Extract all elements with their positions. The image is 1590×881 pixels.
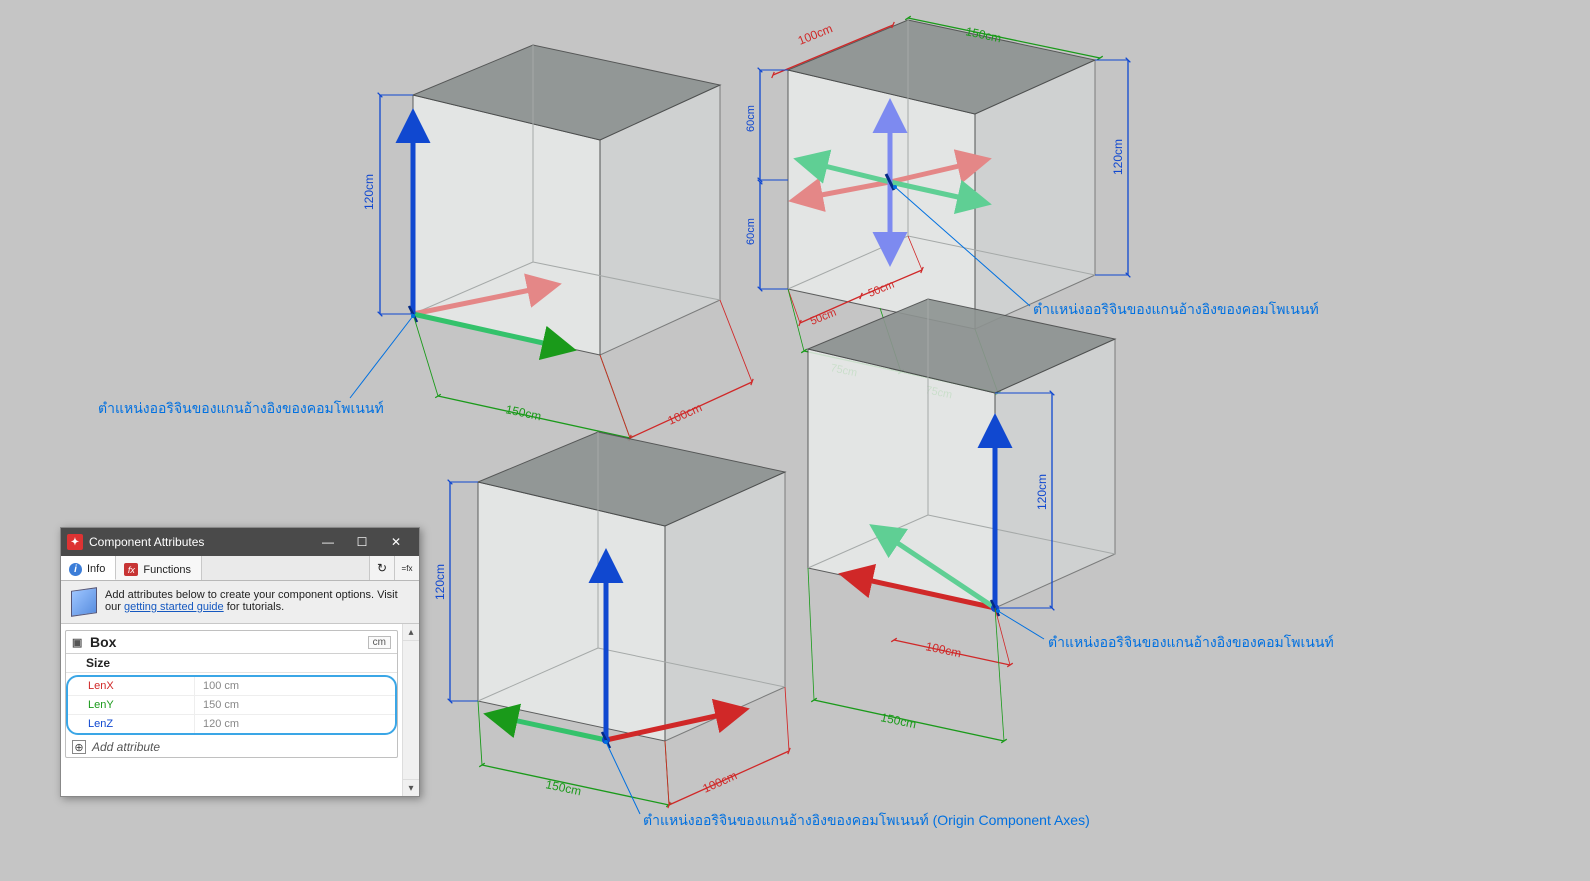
tab-functions[interactable]: fx Functions [116, 556, 202, 580]
attr-row-leny[interactable]: LenY 150 cm [68, 696, 395, 715]
tab-label: Info [87, 563, 105, 575]
box-1: 120cm 150cm 100cm [362, 45, 752, 438]
fx-icon: fx [124, 563, 138, 576]
add-attribute-row[interactable]: ⊕ Add attribute [66, 737, 397, 757]
box-3: 120cm 150cm 100cm [433, 432, 789, 805]
svg-text:100cm: 100cm [924, 639, 962, 660]
attr-key: LenZ [68, 715, 195, 733]
dim-label: 100cm [666, 400, 705, 427]
collapse-icon[interactable]: ▣ [72, 636, 84, 649]
svg-text:150cm: 150cm [879, 710, 917, 731]
svg-text:60cm: 60cm [745, 218, 757, 245]
scrollbar[interactable]: ▴ ▾ [402, 624, 419, 796]
maximize-button[interactable]: ☐ [345, 528, 379, 556]
tab-info[interactable]: i Info [61, 556, 116, 580]
hint-text: Add attributes below to create your comp… [105, 589, 409, 613]
attr-row-lenx[interactable]: LenX 100 cm [68, 677, 395, 696]
toggle-fx-button[interactable]: =fx [394, 556, 419, 580]
svg-text:120cm: 120cm [433, 564, 447, 600]
attr-key: LenY [68, 696, 195, 714]
svg-text:120cm: 120cm [1035, 474, 1049, 510]
refresh-button[interactable]: ↻ [369, 556, 394, 580]
unit-badge[interactable]: cm [368, 636, 391, 649]
svg-text:150cm: 150cm [544, 777, 582, 798]
svg-text:50cm: 50cm [809, 307, 838, 328]
dim-label: 150cm [504, 402, 542, 423]
attributes-table: ▣ Box cm Size LenX 100 cm LenY 150 cm L [65, 630, 398, 758]
size-section-label: Size [66, 654, 397, 673]
svg-text:100cm: 100cm [796, 21, 835, 47]
attr-value[interactable]: 150 cm [195, 696, 395, 714]
annotation-4: ตำแหน่งออริจินของแกนอ้างอิงของคอมโพเนนท์… [643, 810, 1090, 832]
info-icon: i [69, 563, 82, 576]
tab-label: Functions [143, 564, 191, 576]
component-attributes-panel: ✦ Component Attributes — ☐ ✕ i Info fx F… [60, 527, 420, 797]
add-icon: ⊕ [72, 740, 86, 754]
svg-text:120cm: 120cm [1111, 139, 1125, 175]
sketchup-icon: ✦ [67, 534, 83, 550]
component-icon [71, 587, 97, 617]
scroll-up-icon[interactable]: ▴ [403, 624, 419, 641]
attr-key: LenX [68, 677, 195, 695]
hint-bar: Add attributes below to create your comp… [61, 581, 419, 624]
panel-titlebar[interactable]: ✦ Component Attributes — ☐ ✕ [61, 528, 419, 556]
box-4: 120cm 100cm 150cm [808, 299, 1115, 741]
annotation-1: ตำแหน่งออริจินของแกนอ้างอิงของคอมโพเนนท์ [98, 398, 384, 420]
svg-text:100cm: 100cm [701, 768, 740, 795]
component-name: Box [90, 634, 116, 650]
attr-value[interactable]: 100 cm [195, 677, 395, 695]
fx-icon: =fx [402, 564, 413, 573]
close-button[interactable]: ✕ [379, 528, 413, 556]
attr-value[interactable]: 120 cm [195, 715, 395, 733]
getting-started-link[interactable]: getting started guide [124, 601, 224, 613]
annotation-3: ตำแหน่งออริจินของแกนอ้างอิงของคอมโพเนนท์ [1048, 632, 1334, 654]
component-header[interactable]: ▣ Box cm [66, 631, 397, 654]
scroll-down-icon[interactable]: ▾ [403, 779, 419, 796]
highlighted-rows: LenX 100 cm LenY 150 cm LenZ 120 cm [66, 675, 397, 735]
minimize-button[interactable]: — [311, 528, 345, 556]
dim-label: 120cm [362, 174, 376, 210]
annotation-2: ตำแหน่งออริจินของแกนอ้างอิงของคอมโพเนนท์ [1033, 299, 1319, 321]
panel-title: Component Attributes [89, 535, 311, 549]
attr-row-lenz[interactable]: LenZ 120 cm [68, 715, 395, 733]
tab-bar: i Info fx Functions ↻ =fx [61, 556, 419, 581]
add-attribute-label: Add attribute [92, 740, 160, 754]
svg-text:60cm: 60cm [745, 105, 757, 132]
